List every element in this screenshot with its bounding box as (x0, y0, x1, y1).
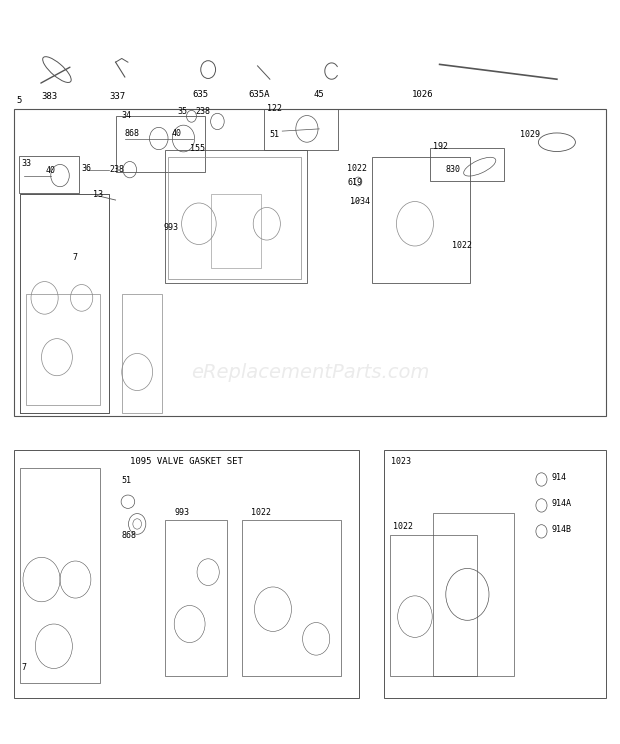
Bar (165, 150, 307, 283)
Text: 993: 993 (163, 223, 178, 232)
Bar (26, 294, 100, 405)
Text: 830: 830 (446, 165, 461, 174)
Bar (165, 520, 227, 676)
Text: 36: 36 (82, 164, 92, 173)
Text: 122: 122 (267, 103, 282, 112)
Bar (390, 535, 477, 676)
Text: 51: 51 (270, 130, 280, 139)
Text: 1022: 1022 (452, 242, 472, 251)
Text: 1026: 1026 (412, 89, 433, 99)
Text: 192: 192 (433, 142, 448, 151)
Bar (14, 109, 606, 417)
Text: 1023: 1023 (391, 458, 412, 466)
Text: 914: 914 (552, 472, 567, 482)
Text: 1095 VALVE GASKET SET: 1095 VALVE GASKET SET (130, 458, 243, 466)
Text: 868: 868 (125, 129, 140, 138)
Bar (264, 109, 338, 150)
Bar (242, 520, 341, 676)
Text: 35: 35 (177, 107, 187, 116)
Text: 1022: 1022 (251, 507, 272, 516)
Text: 13: 13 (93, 190, 103, 199)
Bar (19, 155, 79, 193)
Text: 1022: 1022 (393, 522, 414, 531)
Text: eReplacementParts.com: eReplacementParts.com (191, 362, 429, 382)
Text: 7: 7 (73, 253, 78, 262)
Text: 238: 238 (109, 165, 125, 174)
Bar (430, 148, 505, 181)
Bar (168, 157, 301, 279)
Text: 34: 34 (122, 111, 131, 120)
Text: 155: 155 (190, 144, 205, 153)
Text: 1022: 1022 (347, 164, 367, 173)
Text: 40: 40 (46, 166, 56, 175)
Text: 914B: 914B (552, 525, 572, 533)
Text: 337: 337 (109, 92, 125, 101)
Text: 40: 40 (171, 129, 181, 138)
Text: 7: 7 (21, 663, 26, 672)
Text: 5: 5 (17, 96, 22, 105)
Text: 619: 619 (347, 179, 362, 187)
Text: 1034: 1034 (350, 197, 370, 206)
Text: 914A: 914A (552, 498, 572, 507)
Bar (433, 513, 514, 676)
Text: 635: 635 (193, 89, 209, 99)
Text: 238: 238 (196, 107, 211, 116)
Bar (20, 469, 100, 683)
Text: 868: 868 (122, 531, 137, 540)
Bar (115, 116, 205, 172)
Text: 383: 383 (42, 92, 58, 101)
Text: 993: 993 (174, 507, 189, 516)
Bar (384, 450, 606, 698)
Bar (14, 450, 360, 698)
Text: 635A: 635A (248, 89, 270, 99)
Text: 51: 51 (122, 475, 131, 484)
Bar (122, 294, 162, 413)
Bar (211, 194, 260, 269)
Text: 1029: 1029 (520, 130, 540, 139)
Text: 45: 45 (313, 89, 324, 99)
Bar (372, 157, 471, 283)
Text: 33: 33 (22, 158, 32, 167)
